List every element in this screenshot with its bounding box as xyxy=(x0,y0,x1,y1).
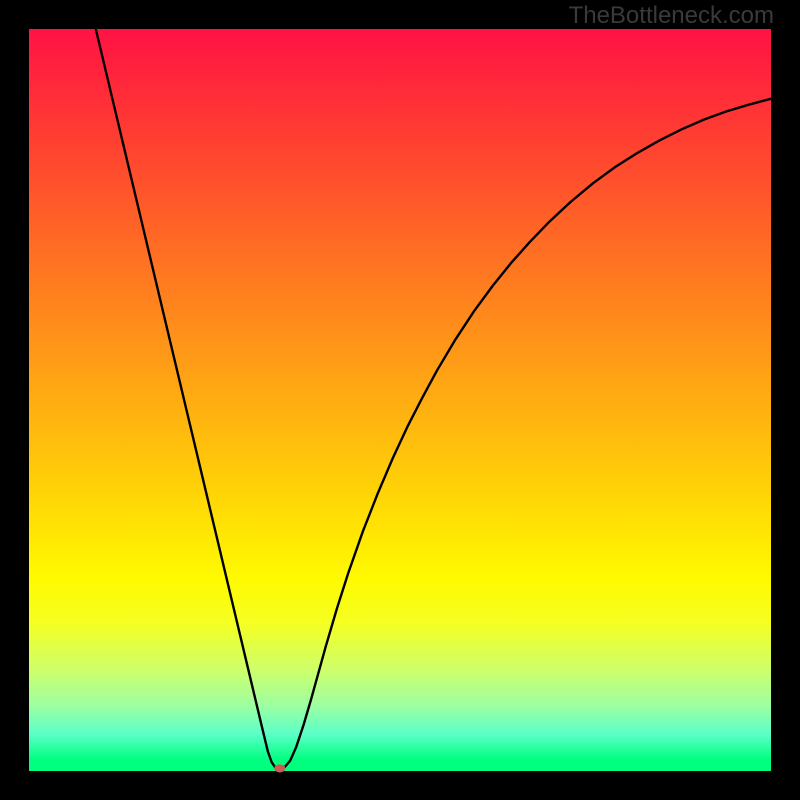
bottleneck-chart xyxy=(0,0,800,800)
chart-frame: TheBottleneck.com xyxy=(0,0,800,800)
watermark-text: TheBottleneck.com xyxy=(569,2,774,30)
optimum-point-marker xyxy=(274,764,285,772)
